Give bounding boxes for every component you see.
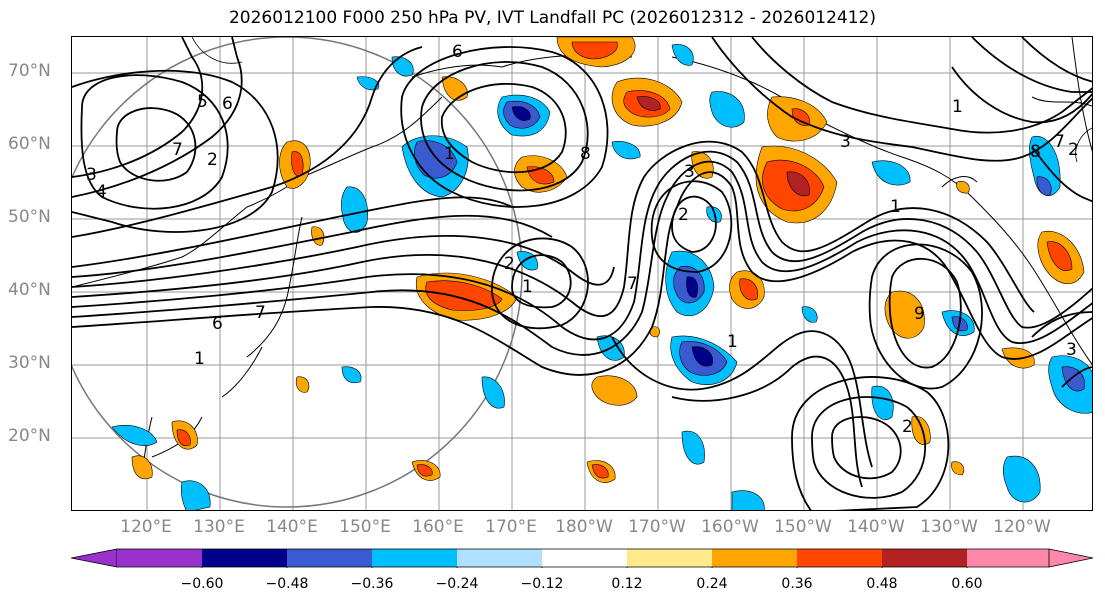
colorbar-seg-5 xyxy=(457,549,542,567)
contour-label-16: 7 xyxy=(627,274,638,294)
contour-label-26: 7 xyxy=(1054,132,1065,152)
colorbar-tick-7: 0.24 xyxy=(696,576,728,592)
lon-label-130e: 130°E xyxy=(193,517,245,537)
contour-label-14: 1 xyxy=(444,144,455,164)
colorbar-seg-6 xyxy=(542,549,627,567)
contour-label-17: 3 xyxy=(684,162,695,182)
colorbar xyxy=(71,548,1094,568)
contour-label-18: 1 xyxy=(952,97,963,117)
colorbar-tick-8: 0.36 xyxy=(781,576,813,592)
colorbar-seg-7 xyxy=(627,549,712,567)
lon-label-180w: 180°W xyxy=(555,517,613,537)
colorbar-tick-2: −0.48 xyxy=(265,576,309,592)
contour-label-5: 3 xyxy=(86,165,97,185)
contour-label-19: 3 xyxy=(840,132,851,152)
contour-label-23: 1 xyxy=(890,197,901,217)
lon-label-160w: 160°W xyxy=(701,517,759,537)
colorbar-seg-1 xyxy=(117,549,202,567)
lon-label-140w: 140°W xyxy=(847,517,905,537)
contour-label-12: 6 xyxy=(452,42,463,62)
contour-label-15: 2 xyxy=(678,205,689,225)
pv-shading xyxy=(111,37,1092,510)
contour-label-2: 5 xyxy=(197,92,208,112)
contour-label-1: 6 xyxy=(222,94,233,114)
contour-label-10: 1 xyxy=(522,277,533,297)
contour-label-11: 8 xyxy=(580,144,591,164)
lon-label-140e: 140°E xyxy=(266,517,318,537)
contour-label-22: 9 xyxy=(914,304,925,324)
colorbar-seg-4 xyxy=(372,549,457,567)
contour-label-8: 6 xyxy=(212,314,223,334)
colorbar-seg-10 xyxy=(882,549,967,567)
lon-label-160e: 160°E xyxy=(412,517,464,537)
colorbar-tick-6: 0.12 xyxy=(611,576,643,592)
colorbar-tick-4: −0.24 xyxy=(435,576,479,592)
lon-label-120e: 120°E xyxy=(120,517,172,537)
lat-label-50n: 50°N xyxy=(8,207,51,227)
colorbar-extend-high xyxy=(1048,548,1094,568)
contour-label-13: 2 xyxy=(504,254,515,274)
lon-label-170w: 170°W xyxy=(628,517,686,537)
map-panel: 6 5 7 2 3 4 1 6 7 1 8 6 2 1 2 7 3 1 3 8 … xyxy=(71,36,1093,511)
lon-label-170e: 170°E xyxy=(485,517,537,537)
contour-label-6: 4 xyxy=(96,182,107,202)
lat-label-40n: 40°N xyxy=(8,280,51,300)
lat-label-70n: 70°N xyxy=(8,61,51,81)
lat-label-60n: 60°N xyxy=(8,134,51,154)
colorbar-tick-5: −0.12 xyxy=(520,576,564,592)
colorbar-seg-11 xyxy=(967,549,1049,567)
colorbar-tick-10: 0.60 xyxy=(951,576,983,592)
colorbar-seg-2 xyxy=(202,549,287,567)
contour-label-25: 3 xyxy=(1066,340,1077,360)
contour-label-21: 2 xyxy=(1068,140,1079,160)
contour-label-20: 8 xyxy=(1030,142,1041,162)
colorbar-seg-8 xyxy=(712,549,797,567)
colorbar-seg-9 xyxy=(797,549,882,567)
contour-labels: 6 5 7 2 3 4 1 6 7 1 8 6 2 1 2 7 3 1 3 8 … xyxy=(86,42,1079,437)
colorbar-seg-3 xyxy=(287,549,372,567)
lat-label-20n: 20°N xyxy=(8,426,51,446)
contour-label-9: 7 xyxy=(255,303,266,323)
map-canvas: 6 5 7 2 3 4 1 6 7 1 8 6 2 1 2 7 3 1 3 8 … xyxy=(72,37,1092,510)
contour-label-3: 7 xyxy=(172,140,183,160)
contour-label-7: 1 xyxy=(194,349,205,369)
colorbar-tick-3: −0.36 xyxy=(350,576,394,592)
map-title: 2026012100 F000 250 hPa PV, IVT Landfall… xyxy=(228,8,876,28)
lon-label-120w: 120°W xyxy=(993,517,1051,537)
thin-contours xyxy=(191,37,1092,163)
lon-label-150w: 150°W xyxy=(774,517,832,537)
colorbar-tick-9: 0.48 xyxy=(866,576,898,592)
lat-label-30n: 30°N xyxy=(8,353,51,373)
lon-label-150e: 150°E xyxy=(339,517,391,537)
contour-label-27: 1 xyxy=(727,332,738,352)
lon-label-130w: 130°W xyxy=(920,517,978,537)
contour-label-24: 2 xyxy=(902,417,913,437)
contour-label-4: 2 xyxy=(207,150,218,170)
pv-contours xyxy=(72,37,1092,510)
colorbar-extend-low xyxy=(71,548,118,568)
colorbar-tick-1: −0.60 xyxy=(180,576,224,592)
